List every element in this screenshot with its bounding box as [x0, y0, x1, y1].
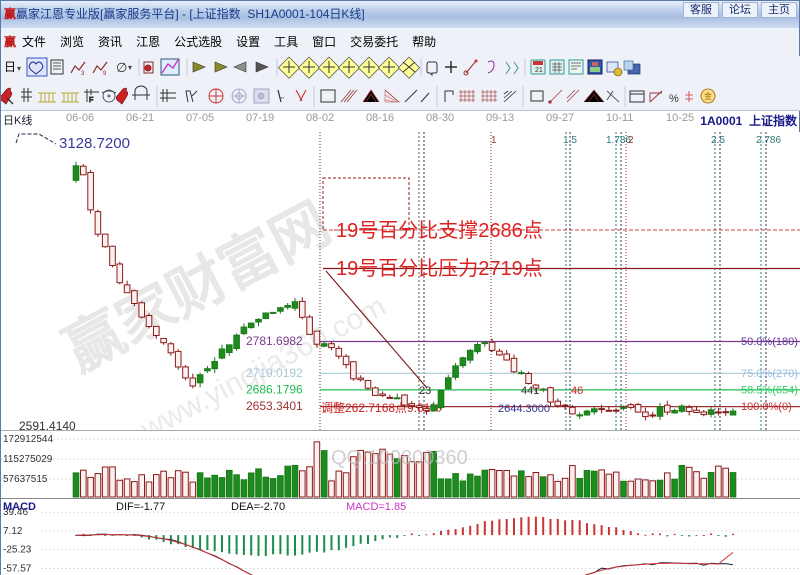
svg-text:DIF=-1.77: DIF=-1.77 — [116, 501, 165, 513]
svg-text:7.12: 7.12 — [3, 526, 23, 537]
svg-text:2653.3401: 2653.3401 — [246, 399, 303, 413]
svg-text:▾: ▾ — [128, 63, 132, 72]
svg-text:2591.4140: 2591.4140 — [19, 419, 76, 430]
svg-text:100.0%(0): 100.0%(0) — [741, 401, 792, 413]
svg-text:DEA=-2.70: DEA=-2.70 — [231, 501, 285, 513]
svg-text:2.5: 2.5 — [711, 135, 725, 146]
svg-text:1.5: 1.5 — [563, 135, 577, 146]
svg-text:46: 46 — [571, 385, 583, 397]
svg-text:75.0%(270): 75.0%(270) — [741, 368, 798, 380]
svg-text:2: 2 — [628, 135, 634, 146]
svg-text:19号百分比压力2719点: 19号百分比压力2719点 — [336, 257, 543, 280]
svg-text:2.786: 2.786 — [756, 135, 781, 146]
svg-text:115275029: 115275029 — [3, 454, 53, 465]
svg-text:MACD=1.85: MACD=1.85 — [346, 501, 406, 513]
svg-text:2644.3000: 2644.3000 — [498, 403, 550, 415]
svg-text:日: 日 — [4, 60, 16, 74]
svg-text:2719.0192: 2719.0192 — [246, 366, 303, 380]
svg-text:-57.57: -57.57 — [3, 563, 32, 574]
svg-text:▾: ▾ — [17, 64, 21, 73]
svg-text:19号百分比支撑2686点: 19号百分比支撑2686点 — [336, 219, 543, 242]
svg-text:50.0%(180): 50.0%(180) — [741, 336, 798, 348]
svg-text:调整262.7168点9.01%: 调整262.7168点9.01% — [321, 400, 441, 415]
svg-text:金: 金 — [704, 91, 712, 101]
svg-text:23: 23 — [419, 385, 431, 397]
svg-text:-25.23: -25.23 — [3, 545, 32, 556]
svg-text:QQ:100800360: QQ:100800360 — [331, 447, 468, 469]
svg-text:58.5%(654): 58.5%(654) — [741, 385, 798, 397]
svg-text:∅: ∅ — [116, 60, 127, 75]
svg-text:MACD: MACD — [3, 501, 36, 513]
svg-text:%: % — [669, 93, 679, 105]
svg-text:3128.7200: 3128.7200 — [59, 135, 130, 152]
svg-text:": " — [281, 96, 284, 105]
svg-text:2686.1796: 2686.1796 — [246, 383, 303, 397]
svg-text:1: 1 — [491, 135, 497, 146]
svg-text:57637515: 57637515 — [3, 474, 48, 485]
svg-text:2781.6982: 2781.6982 — [246, 334, 303, 348]
svg-text:172912544: 172912544 — [3, 434, 53, 445]
svg-text:21: 21 — [535, 67, 543, 74]
svg-text:F: F — [89, 97, 93, 104]
